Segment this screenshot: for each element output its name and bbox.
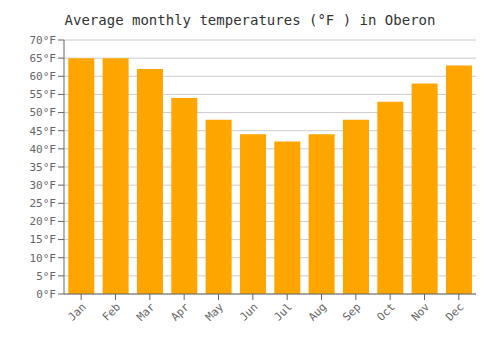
svg-text:Aug: Aug: [306, 300, 329, 323]
svg-text:0°F: 0°F: [36, 288, 56, 301]
svg-text:65°F: 65°F: [30, 52, 57, 65]
svg-text:Dec: Dec: [443, 300, 466, 323]
svg-text:Feb: Feb: [100, 300, 123, 323]
svg-text:70°F: 70°F: [30, 34, 57, 47]
svg-text:Mar: Mar: [134, 300, 158, 324]
svg-text:5°F: 5°F: [36, 270, 56, 283]
svg-text:20°F: 20°F: [30, 215, 57, 228]
svg-text:55°F: 55°F: [30, 88, 57, 101]
svg-text:Nov: Nov: [409, 300, 433, 324]
svg-text:30°F: 30°F: [30, 179, 57, 192]
svg-text:45°F: 45°F: [30, 125, 57, 138]
svg-text:15°F: 15°F: [30, 233, 57, 246]
svg-text:Sep: Sep: [340, 300, 363, 323]
svg-text:Jan: Jan: [66, 300, 89, 323]
svg-text:Jul: Jul: [272, 300, 295, 323]
html-text:Average monthly temperatures (: Average monthly temperatures (°F ) in Ob…: [64, 12, 436, 28]
svg-text:50°F: 50°F: [30, 106, 57, 119]
svg-text:10°F: 10°F: [30, 252, 57, 265]
svg-text:Jun: Jun: [237, 300, 260, 323]
svg-text:60°F: 60°F: [30, 70, 57, 83]
svg-text:May: May: [203, 300, 227, 324]
svg-text:Oct: Oct: [375, 300, 398, 323]
svg-text:25°F: 25°F: [30, 197, 57, 210]
svg-text:Apr: Apr: [169, 300, 193, 324]
svg-text:35°F: 35°F: [30, 161, 57, 174]
svg-text:40°F: 40°F: [30, 143, 57, 156]
